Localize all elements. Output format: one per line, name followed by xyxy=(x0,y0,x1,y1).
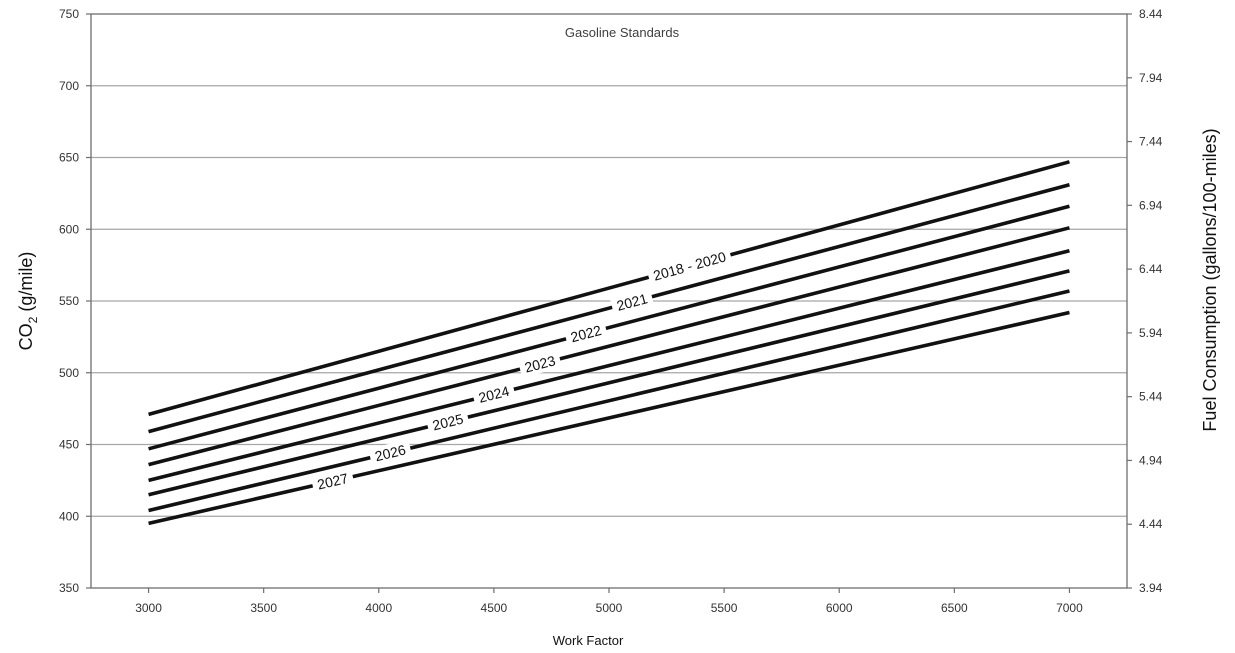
x-tick-label-3000: 3000 xyxy=(135,601,162,615)
series-line-2018-2020 xyxy=(148,160,1070,417)
series-label-2022: 2022 xyxy=(569,322,603,345)
series-line-2021 xyxy=(148,183,1070,434)
series-label-group-2027: 2027 xyxy=(310,467,355,495)
x-tick-label-4000: 4000 xyxy=(365,601,392,615)
series-label-2021: 2021 xyxy=(615,290,649,314)
y2-tick-label-7: 7.44 xyxy=(1139,135,1163,149)
series-label-2025: 2025 xyxy=(431,410,465,433)
series-label-bg-2018-2020 xyxy=(646,246,733,286)
series-label-bg-2023 xyxy=(517,350,563,378)
series-label-2026: 2026 xyxy=(373,441,407,464)
series-line-2024 xyxy=(148,249,1070,483)
y2-tick-label-6: 6.94 xyxy=(1139,198,1163,212)
y2-tick-label-5: 6.44 xyxy=(1139,262,1163,276)
series-label-bg-2026 xyxy=(368,439,413,467)
y2-tick-label-1: 4.44 xyxy=(1139,517,1163,531)
series-label-2024: 2024 xyxy=(477,383,511,406)
series-line-2026 xyxy=(148,289,1070,513)
y2-tick-label-2: 4.94 xyxy=(1139,453,1163,467)
y-axis-title-subscript: 2 xyxy=(26,316,40,323)
x-axis-title: Work Factor xyxy=(553,633,624,648)
series-label-bg-2025 xyxy=(425,408,470,436)
x-tick-label-6500: 6500 xyxy=(941,601,968,615)
y-tick-label-600: 600 xyxy=(59,222,79,236)
y2-tick-label-3: 5.44 xyxy=(1139,390,1163,404)
series-label-group-2023: 2023 xyxy=(517,350,563,378)
series-label-group-2021: 2021 xyxy=(609,287,655,317)
series-label-bg-2021 xyxy=(609,287,655,317)
x-tick-label-3500: 3500 xyxy=(250,601,277,615)
series-label-group-2024: 2024 xyxy=(471,380,517,408)
y-axis-title: CO2 (g/mile) xyxy=(16,252,40,351)
series-label-2023: 2023 xyxy=(523,352,557,375)
y-tick-label-500: 500 xyxy=(59,366,79,380)
x-tick-label-5500: 5500 xyxy=(711,601,738,615)
y2-tick-label-4: 5.94 xyxy=(1139,326,1163,340)
y2-tick-label-8: 7.94 xyxy=(1139,71,1163,85)
y-tick-label-400: 400 xyxy=(59,509,79,523)
series-line-2027 xyxy=(148,310,1070,526)
x-tick-label-5000: 5000 xyxy=(596,601,623,615)
y-tick-label-700: 700 xyxy=(59,79,79,93)
x-tick-label-6000: 6000 xyxy=(826,601,853,615)
series-line-2022 xyxy=(148,204,1070,451)
series-label-bg-2022 xyxy=(563,319,609,348)
y-tick-label-350: 350 xyxy=(59,581,79,595)
series-label-bg-2024 xyxy=(471,380,517,408)
y-tick-label-650: 650 xyxy=(59,151,79,165)
y-axis-title-rest: (g/mile) xyxy=(16,252,36,317)
chart-title: Gasoline Standards xyxy=(565,25,680,40)
y-tick-label-750: 750 xyxy=(59,7,79,21)
y2-axis-title: Fuel Consumption (gallons/100-miles) xyxy=(1200,128,1220,431)
axes: 350 400 450 500 550 600 650 700 750 3.94 4.44 4.94 5… xyxy=(59,7,1163,615)
y2-tick-label-9: 8.44 xyxy=(1139,7,1163,21)
series-label-group-2026: 2026 xyxy=(368,439,413,467)
series-lines xyxy=(148,160,1070,526)
y2-tick-label-0: 3.94 xyxy=(1139,581,1163,595)
series-label-bg-2027 xyxy=(310,467,355,495)
series-label-group-2022: 2022 xyxy=(563,319,609,348)
y-tick-label-450: 450 xyxy=(59,438,79,452)
series-label-2027: 2027 xyxy=(316,470,350,493)
y-axis-title-main: CO xyxy=(16,323,36,350)
series-line-2023 xyxy=(148,226,1070,467)
y-tick-label-550: 550 xyxy=(59,294,79,308)
series-line-2025 xyxy=(148,269,1070,497)
x-tick-label-4500: 4500 xyxy=(481,601,508,615)
series-label-group-2025: 2025 xyxy=(425,408,470,436)
gridlines xyxy=(91,85,1127,517)
x-tick-label-7000: 7000 xyxy=(1056,601,1083,615)
